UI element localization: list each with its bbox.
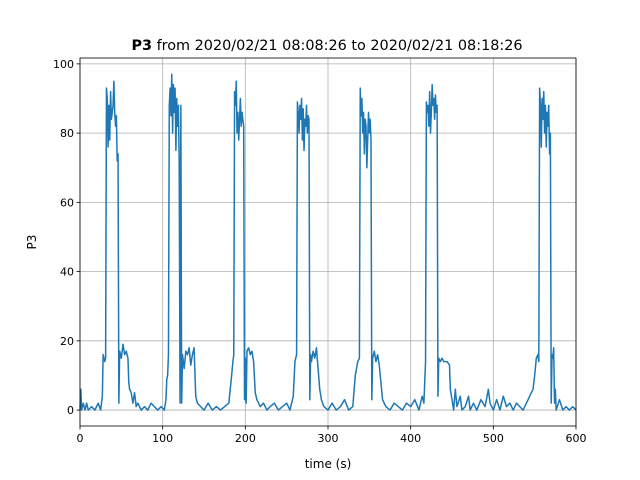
y-axis-label: P3	[25, 235, 39, 250]
y-tick-label: 0	[67, 404, 74, 417]
x-tick-label: 400	[400, 432, 421, 445]
title-bold: P3	[131, 38, 152, 54]
title-rest: from 2020/02/21 08:08:26 to 2020/02/21 0…	[157, 38, 523, 54]
y-tick-label: 80	[60, 127, 74, 140]
x-tick-label: 500	[483, 432, 504, 445]
x-tick-label: 300	[318, 432, 339, 445]
x-tick-label: 0	[77, 432, 84, 445]
line	[79, 73, 577, 411]
y-tick-label: 20	[60, 335, 74, 348]
y-tick-label: 100	[53, 58, 74, 71]
x-tick-label: 100	[152, 432, 173, 445]
y-tick-label: 40	[60, 266, 74, 279]
y-tick-label: 60	[60, 196, 74, 209]
x-tick-label: 200	[235, 432, 256, 445]
x-tick-label: 600	[566, 432, 587, 445]
chart-title: P3 from 2020/02/21 08:08:26 to 2020/02/2…	[131, 38, 522, 54]
x-axis-label: time (s)	[305, 457, 352, 471]
plot-frame	[79, 57, 577, 427]
